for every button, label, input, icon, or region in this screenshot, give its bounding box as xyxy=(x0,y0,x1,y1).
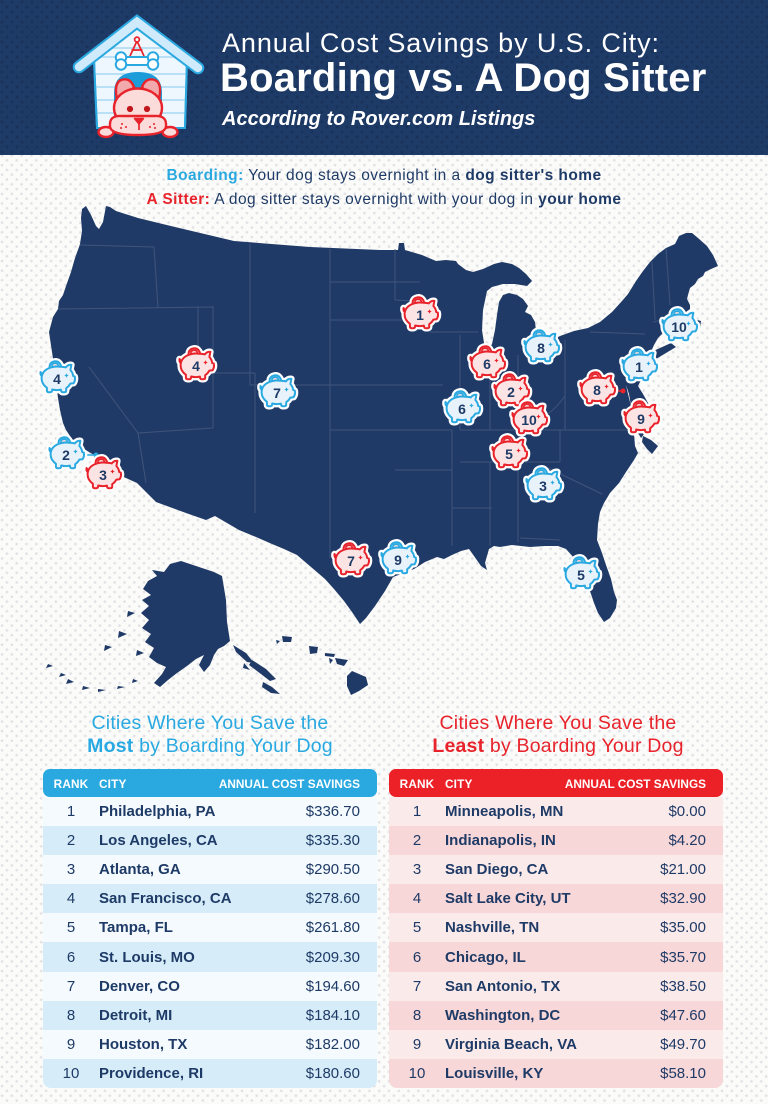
svg-text:4: 4 xyxy=(192,358,200,374)
svg-text:1: 1 xyxy=(635,359,643,375)
svg-text:9: 9 xyxy=(637,411,645,427)
svg-text:6: 6 xyxy=(458,401,466,417)
svg-text:2: 2 xyxy=(62,447,70,463)
svg-text:2: 2 xyxy=(507,384,515,400)
svg-text:10: 10 xyxy=(671,319,687,335)
svg-text:10: 10 xyxy=(521,412,537,428)
svg-text:7: 7 xyxy=(273,385,281,401)
svg-text:5: 5 xyxy=(577,567,585,583)
svg-text:3: 3 xyxy=(539,478,547,494)
svg-text:8: 8 xyxy=(537,340,545,356)
svg-text:7: 7 xyxy=(347,553,355,569)
svg-text:1: 1 xyxy=(416,307,424,323)
svg-text:6: 6 xyxy=(483,356,491,372)
svg-text:4: 4 xyxy=(53,371,61,387)
svg-text:3: 3 xyxy=(99,467,107,483)
svg-text:5: 5 xyxy=(505,446,513,462)
svg-text:9: 9 xyxy=(394,552,402,568)
svg-text:8: 8 xyxy=(593,382,601,398)
